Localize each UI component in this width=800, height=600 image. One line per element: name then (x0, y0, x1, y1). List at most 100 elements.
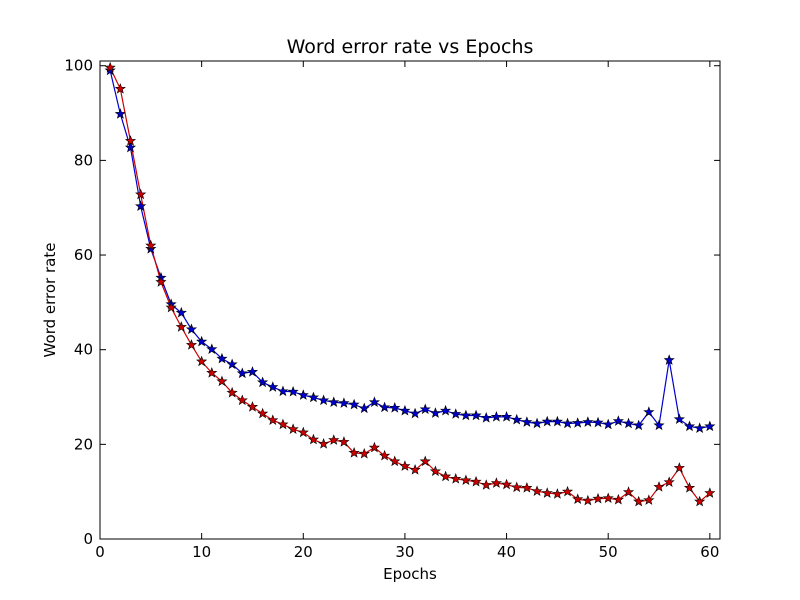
series-1-point (389, 402, 401, 413)
series-2-point (511, 481, 523, 493)
series-1-point (216, 352, 228, 364)
series-2-point (694, 495, 706, 507)
series-1-point (694, 422, 706, 433)
series-1-point (704, 420, 716, 432)
series-1-point (399, 404, 411, 416)
series-2-point (399, 460, 411, 471)
series-2-point (267, 414, 279, 425)
series-2-point (287, 423, 299, 434)
series-2-point (145, 239, 157, 251)
series-1-point (470, 409, 482, 421)
series-2-point (653, 481, 665, 492)
series-1-point (572, 417, 584, 428)
chart-title: Word error rate vs Epochs (287, 36, 534, 58)
series-2-point (216, 375, 228, 387)
series-2-point (683, 482, 696, 493)
series-2-point (246, 401, 259, 412)
series-1-point (511, 413, 523, 425)
series-2-point (643, 494, 655, 505)
series-2-point (358, 447, 370, 459)
series-1-point (318, 394, 330, 406)
series-2-point (124, 135, 137, 146)
series-1-point (592, 416, 604, 428)
series-2-point (419, 455, 431, 467)
series-1-point (236, 367, 248, 379)
series-1-point (633, 419, 645, 431)
series-1-point (287, 385, 299, 397)
series-2-point (622, 486, 635, 497)
ticks-layer: 0 10 20 30 40 50 60 0 20 40 60 80 100 (64, 57, 720, 561)
series-1-point (124, 141, 137, 153)
series-2-point (633, 495, 645, 507)
series-2-point (206, 367, 218, 378)
x-tick-label: 20 (294, 543, 313, 561)
series-1-point (358, 402, 370, 414)
x-axis-label: Epochs (383, 565, 437, 583)
series-2-point (236, 394, 248, 406)
plot-frame (99, 60, 721, 540)
series-1-point (541, 415, 553, 427)
series-1-point (490, 411, 502, 422)
series-1-point (582, 416, 594, 427)
y-tick-label: 20 (74, 435, 93, 453)
series-2-point (602, 492, 614, 504)
series-1-point (277, 385, 289, 397)
series-1-point (246, 366, 259, 377)
series-2-point (582, 494, 594, 506)
series-2-point (490, 477, 502, 488)
series-1-point (338, 397, 350, 408)
series-2-point (175, 321, 187, 332)
series-1-point (135, 200, 147, 212)
series-2-point (450, 473, 462, 484)
series-2-point (165, 301, 177, 313)
x-tick-label: 10 (192, 543, 211, 561)
series-1-point (307, 391, 320, 403)
x-tick-label: 30 (395, 543, 414, 561)
series-2-point (663, 476, 675, 487)
series-2-point (389, 455, 401, 467)
series-2-point (531, 485, 543, 496)
series-2-point (104, 61, 116, 73)
series-1-point (114, 108, 126, 119)
series-1-point (196, 335, 208, 347)
series-1-point (521, 416, 533, 427)
y-tick-label: 80 (74, 151, 93, 169)
series-1-point (643, 406, 655, 417)
x-tick-label: 40 (497, 543, 516, 561)
series-1-point (379, 401, 391, 413)
series-1-point (206, 343, 218, 354)
series-1-point (409, 407, 421, 419)
series-2-point (704, 487, 716, 498)
series-1-point (561, 417, 574, 429)
series-1-point (673, 413, 685, 425)
series-1-point (226, 358, 238, 370)
series-1-point (663, 354, 675, 365)
series-2-point (572, 493, 584, 504)
series-2-point (592, 492, 604, 504)
series-1-point (500, 411, 513, 422)
series-1-point (297, 389, 309, 400)
series-1-point (429, 407, 441, 418)
series-1-point (185, 323, 198, 335)
series-2-point (470, 475, 482, 487)
series-2-point (196, 355, 208, 367)
series-2-point (368, 441, 380, 453)
series-2-point (379, 449, 391, 461)
series-1-point (602, 418, 614, 430)
series-2-point (226, 386, 238, 398)
series-2-point (307, 433, 320, 445)
x-tick-label: 50 (599, 543, 618, 561)
y-axis-label: Word error rate (41, 243, 59, 358)
series-1-point (328, 396, 340, 407)
series-1-point (460, 409, 472, 421)
y-tick-label: 40 (74, 341, 93, 359)
series-2-point (348, 447, 360, 458)
series-1-point (480, 411, 492, 423)
series-2-point (135, 188, 147, 200)
series-1-point (683, 420, 696, 432)
series-1-point (257, 376, 269, 388)
series-2-point (338, 436, 350, 447)
x-tick-label: 0 (95, 543, 105, 561)
series-2-point (440, 470, 452, 482)
